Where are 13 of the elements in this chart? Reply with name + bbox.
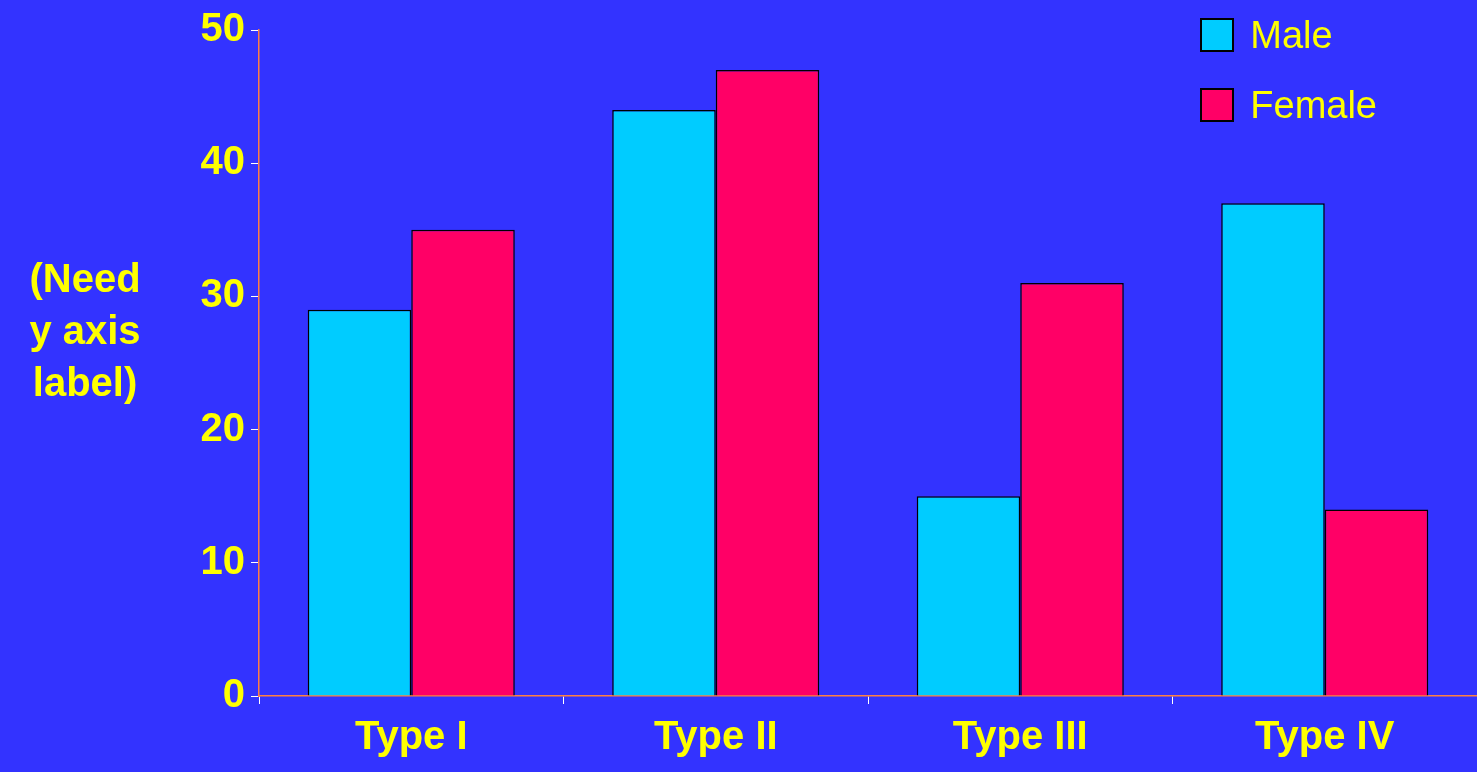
y-tick-label: 40	[200, 138, 245, 183]
x-tick-label: Type III	[952, 713, 1088, 758]
x-tick-label: Type IV	[1255, 713, 1395, 758]
y-tick-label: 50	[200, 5, 245, 50]
y-tick-label: 10	[200, 537, 245, 582]
y-axis-title: (Need y axis label)	[29, 256, 141, 405]
legend-label: Male	[1250, 13, 1333, 57]
y-tick-label: 20	[200, 404, 245, 449]
y-tick-label: 30	[200, 271, 245, 316]
x-tick-label: Type II	[653, 713, 778, 758]
legend-label: Female	[1250, 83, 1377, 127]
y-tick-label: 0	[222, 671, 245, 716]
x-tick-label: Type I	[354, 713, 468, 758]
